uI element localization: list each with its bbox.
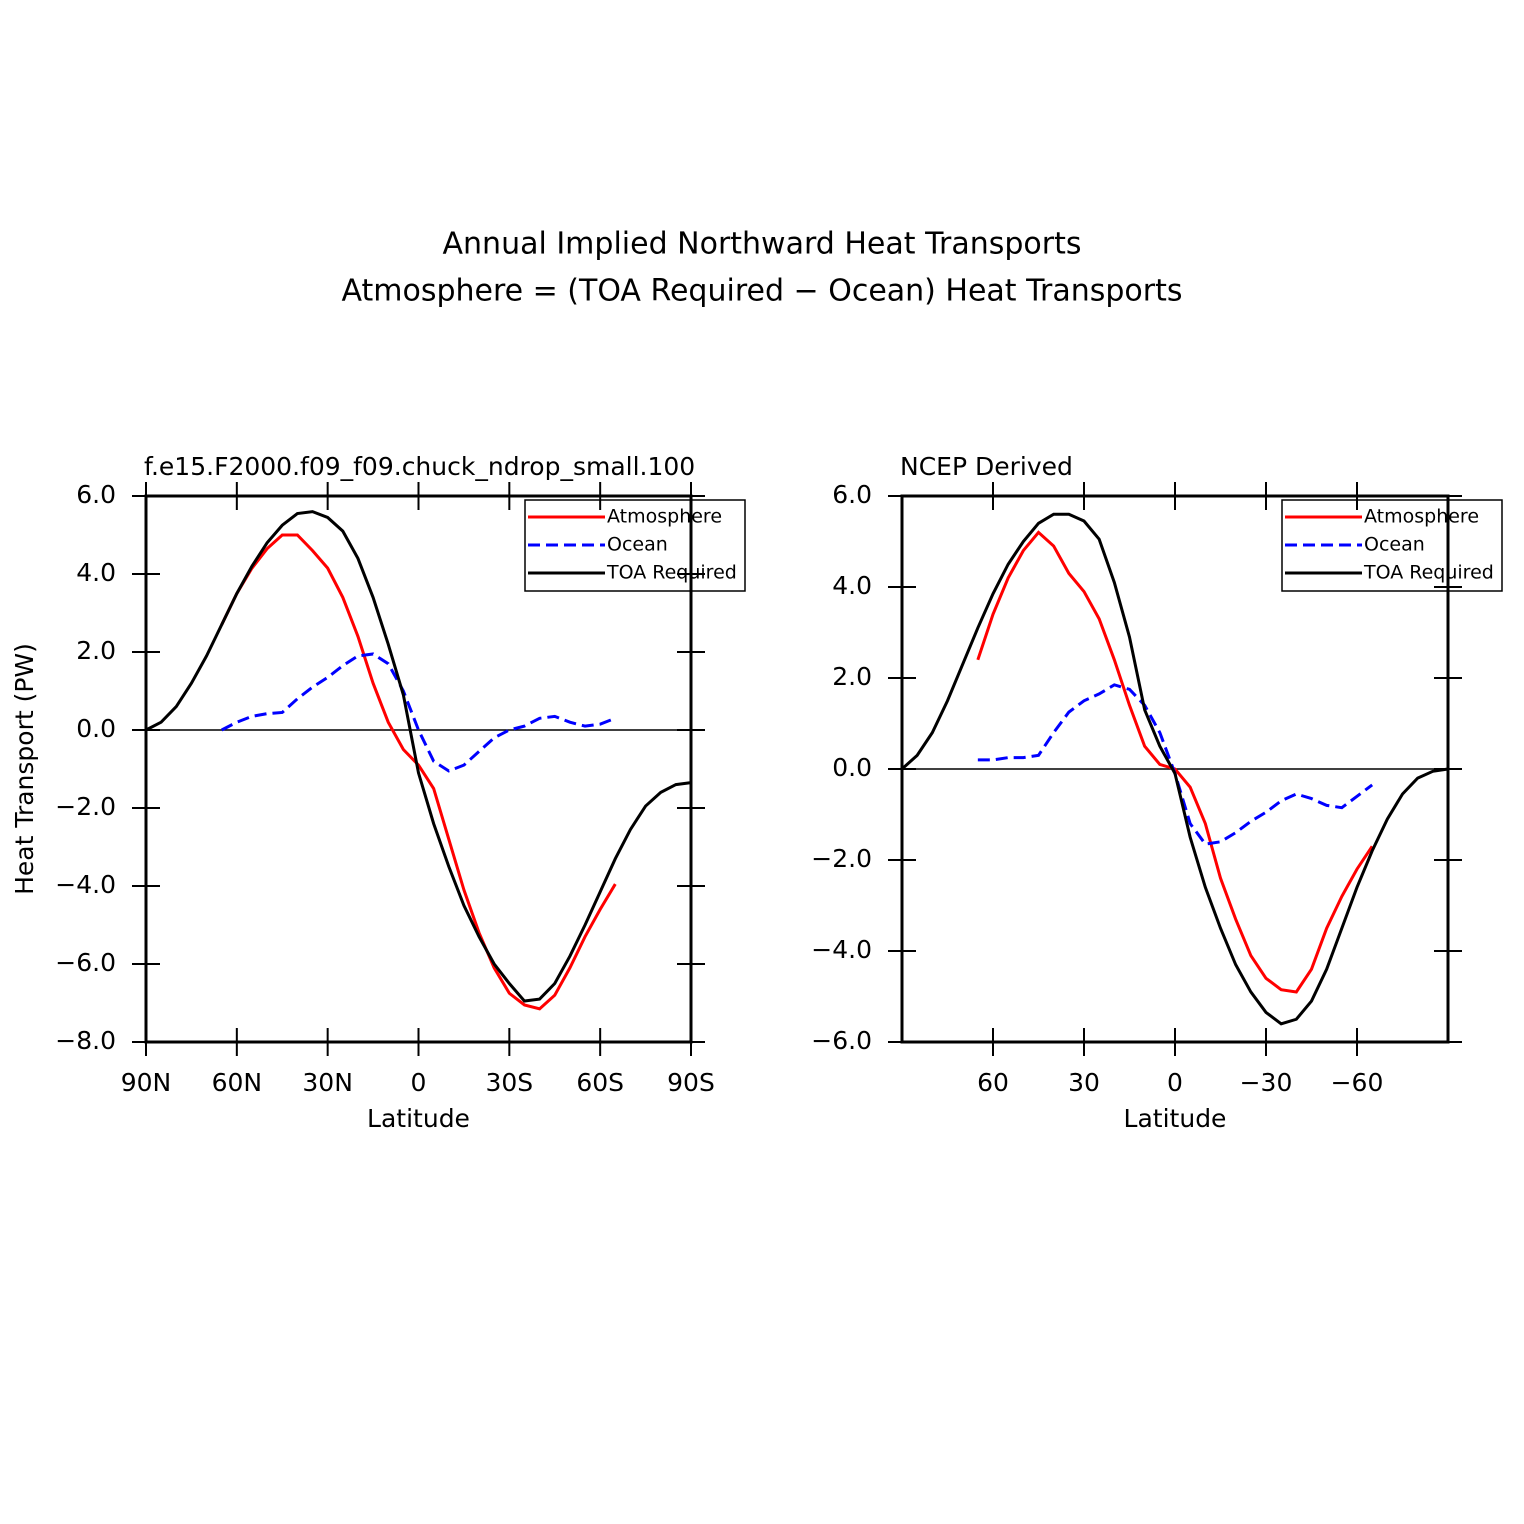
series-line [145, 510, 692, 1003]
y-tick-label: 6.0 [832, 480, 872, 509]
legend-box [524, 499, 746, 592]
x-axis-label: Latitude [367, 1104, 470, 1133]
y-tick-label: −6.0 [811, 1026, 872, 1055]
y-tick-label: −2.0 [811, 844, 872, 873]
y-tick-label: −4.0 [55, 870, 116, 899]
y-tick-label: −8.0 [55, 1026, 116, 1055]
y-tick-label: 2.0 [832, 662, 872, 691]
x-tick-label: 90S [667, 1068, 715, 1097]
subtitle: f.e15.F2000.f09_f09.chuck_ndrop_small.10… [144, 452, 695, 481]
legend-box [1281, 499, 1503, 592]
x-tick-label: 30N [302, 1068, 353, 1097]
y-tick-label: 4.0 [832, 571, 872, 600]
series-line [976, 530, 1374, 994]
x-tick-label: 0 [1167, 1068, 1183, 1097]
figure-title: Annual Implied Northward Heat Transports [443, 227, 1082, 262]
series-line [977, 683, 1374, 846]
x-tick-label: −60 [1331, 1068, 1384, 1097]
x-tick-label: 90N [121, 1068, 172, 1097]
x-tick-label: 60N [212, 1068, 263, 1097]
x-axis-label: Latitude [1124, 1104, 1227, 1133]
legend-label: Ocean [607, 534, 668, 556]
series-line [900, 512, 1449, 1026]
x-tick-label: 0 [411, 1068, 427, 1097]
legend-label: Atmosphere [1364, 506, 1479, 528]
subtitle: NCEP Derived [900, 452, 1073, 481]
legend-label: TOA Required [1363, 562, 1494, 584]
x-tick-label: 60 [977, 1068, 1009, 1097]
y-tick-label: 0.0 [76, 714, 116, 743]
plot-frame [144, 494, 693, 1044]
y-tick-label: 0.0 [832, 753, 872, 782]
legend-label: TOA Required [606, 562, 737, 584]
y-tick-label: −2.0 [55, 792, 116, 821]
legend-label: Ocean [1364, 534, 1425, 556]
y-tick-label: −4.0 [811, 935, 872, 964]
figure-title: Atmosphere = (TOA Required − Ocean) Heat… [341, 274, 1182, 309]
y-tick-label: 6.0 [76, 480, 116, 509]
x-tick-label: 30S [485, 1068, 533, 1097]
y-tick-label: 4.0 [76, 558, 116, 587]
y-axis-label: Heat Transport (PW) [10, 643, 39, 895]
x-tick-label: 30 [1068, 1068, 1100, 1097]
plot-frame [900, 494, 1450, 1044]
y-tick-label: −6.0 [55, 948, 116, 977]
x-tick-label: 60S [576, 1068, 624, 1097]
x-tick-label: −30 [1240, 1068, 1293, 1097]
y-tick-label: 2.0 [76, 636, 116, 665]
legend-label: Atmosphere [607, 506, 722, 528]
series-line [221, 652, 616, 773]
